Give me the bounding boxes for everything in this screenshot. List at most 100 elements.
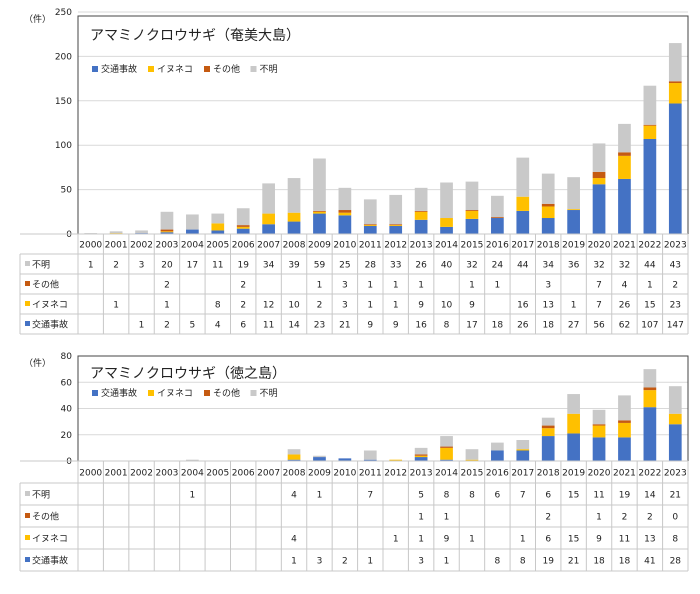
x-tick-label: 2023 bbox=[664, 241, 687, 251]
data-label: 28 bbox=[670, 557, 682, 567]
bar-segment bbox=[440, 459, 453, 461]
table-row-label: 交通事故 bbox=[32, 555, 68, 567]
data-label: 23 bbox=[314, 321, 325, 331]
legend-entry: イヌネコ bbox=[157, 388, 193, 399]
data-label: 1 bbox=[418, 513, 424, 523]
bar-segment bbox=[338, 215, 352, 234]
legend-swatch bbox=[250, 390, 257, 396]
x-tick-label: 2007 bbox=[257, 469, 280, 479]
bar-segment bbox=[363, 224, 377, 226]
data-label: 32 bbox=[593, 261, 604, 271]
bar-segment bbox=[236, 228, 250, 234]
data-label: 18 bbox=[593, 557, 605, 567]
x-tick-label: 2003 bbox=[156, 241, 179, 251]
y-tick-label: 40 bbox=[61, 405, 73, 415]
bar-segment bbox=[414, 447, 428, 455]
bar-segment bbox=[516, 157, 530, 197]
data-label: 18 bbox=[492, 321, 504, 331]
chart-title: アマミノクロウサギ（奄美大島） bbox=[90, 28, 300, 44]
data-label: 24 bbox=[492, 261, 504, 271]
bar-segment bbox=[389, 194, 403, 225]
data-label: 2 bbox=[240, 301, 246, 311]
data-label: 1 bbox=[444, 513, 450, 523]
bar-segment bbox=[414, 210, 428, 212]
x-tick-label: 2008 bbox=[283, 241, 306, 251]
bar-segment bbox=[109, 231, 123, 234]
data-label: 44 bbox=[517, 261, 529, 271]
data-label: 9 bbox=[469, 301, 475, 311]
table-row-label: イヌネコ bbox=[32, 300, 68, 311]
data-label: 26 bbox=[517, 321, 529, 331]
bar-segment bbox=[592, 143, 606, 172]
bar-segment bbox=[414, 455, 428, 458]
bar-segment bbox=[440, 218, 453, 227]
data-label: 32 bbox=[619, 261, 630, 271]
data-label: 4 bbox=[215, 321, 221, 331]
bar-segment bbox=[592, 178, 606, 185]
bar-segment bbox=[363, 225, 377, 227]
bar-segment bbox=[211, 213, 225, 224]
data-label: 2 bbox=[647, 513, 653, 523]
data-label: 1 bbox=[418, 535, 424, 545]
legend-entry: 交通事故 bbox=[101, 63, 137, 75]
bar-segment bbox=[313, 455, 326, 458]
x-tick-label: 2023 bbox=[664, 469, 687, 479]
x-tick-label: 2018 bbox=[537, 469, 560, 479]
data-label: 2 bbox=[113, 261, 119, 271]
data-label: 7 bbox=[596, 301, 602, 311]
data-label: 4 bbox=[622, 281, 628, 291]
bar-segment bbox=[160, 231, 174, 233]
x-tick-label: 2012 bbox=[384, 469, 407, 479]
table-row-label: その他 bbox=[32, 511, 59, 523]
table-row-swatch bbox=[25, 261, 30, 266]
bar-segment bbox=[186, 214, 199, 230]
bar-segment bbox=[541, 203, 555, 207]
x-tick-label: 2017 bbox=[511, 241, 534, 251]
y-tick-label: 20 bbox=[61, 431, 73, 441]
bar-segment bbox=[389, 226, 403, 234]
data-label: 18 bbox=[542, 321, 554, 331]
data-label: 17 bbox=[466, 321, 477, 331]
data-label: 16 bbox=[415, 321, 427, 331]
bar-segment bbox=[262, 213, 275, 225]
data-label: 8 bbox=[672, 535, 678, 545]
data-label: 1 bbox=[418, 281, 424, 291]
y-tick-label: 250 bbox=[55, 8, 72, 18]
bar-segment bbox=[160, 232, 174, 234]
bar-segment bbox=[592, 425, 606, 438]
bar-segment bbox=[338, 212, 352, 216]
data-label: 36 bbox=[568, 261, 580, 271]
data-label: 8 bbox=[444, 491, 450, 501]
x-tick-label: 2002 bbox=[130, 469, 153, 479]
bar-segment bbox=[491, 450, 504, 461]
data-label: 9 bbox=[596, 535, 602, 545]
data-label: 10 bbox=[441, 301, 453, 311]
x-tick-label: 2010 bbox=[333, 241, 356, 251]
data-label: 34 bbox=[542, 261, 554, 271]
data-label: 2 bbox=[240, 281, 246, 291]
x-tick-label: 2020 bbox=[588, 241, 611, 251]
data-label: 20 bbox=[161, 261, 173, 271]
bar-segment bbox=[643, 125, 657, 139]
data-label: 1 bbox=[495, 281, 501, 291]
bar-segment bbox=[668, 424, 682, 461]
x-tick-label: 2017 bbox=[511, 469, 534, 479]
bar-segment bbox=[465, 210, 479, 219]
data-label: 2 bbox=[545, 513, 551, 523]
bar-segment bbox=[186, 229, 199, 234]
y-tick-label: 60 bbox=[61, 378, 73, 388]
legend-entry: 不明 bbox=[260, 388, 278, 399]
data-label: 5 bbox=[190, 321, 196, 331]
y-tick-label: 0 bbox=[66, 457, 72, 467]
table-row-label: その他 bbox=[32, 279, 59, 291]
x-tick-label: 2009 bbox=[308, 241, 331, 251]
table-row-swatch bbox=[25, 513, 30, 518]
data-label: 1 bbox=[647, 281, 653, 291]
x-tick-label: 2005 bbox=[206, 241, 229, 251]
data-label: 56 bbox=[593, 321, 605, 331]
bar-segment bbox=[643, 138, 657, 234]
bar-segment bbox=[491, 218, 504, 234]
x-tick-label: 2016 bbox=[486, 469, 509, 479]
